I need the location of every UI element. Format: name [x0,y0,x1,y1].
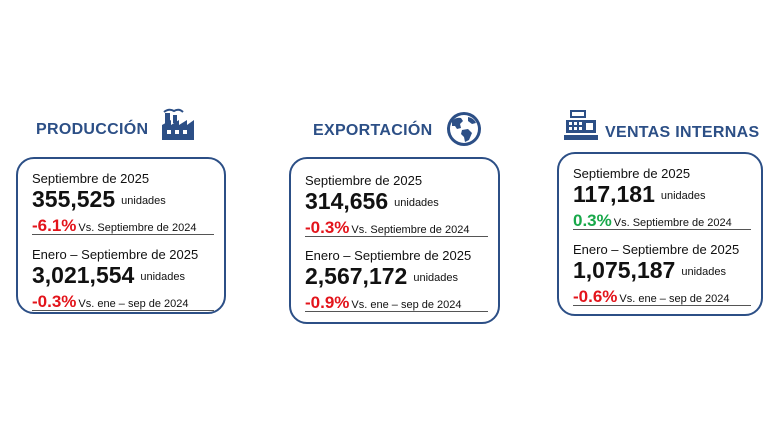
units-value: 1,075,187 [573,257,676,283]
comparison-label: Vs. Septiembre de 2024 [78,222,197,234]
units-label: unidades [121,195,166,207]
units-label: unidades [660,190,706,202]
change-percent: -6.1% [32,216,77,235]
section-title: EXPORTACIÓN [313,122,433,139]
divider [305,311,488,312]
period-label: Enero – Septiembre de 2025 [32,247,199,262]
divider [573,305,751,306]
ytd-block: Enero – Septiembre de 2025 2,567,172 unid… [305,248,488,314]
units-value: 117,181 [573,181,655,207]
change-percent: -0.6% [573,287,618,306]
monthly-block: Septiembre de 2025 355,525 unidades -6.1%… [32,171,214,237]
units-value: 2,567,172 [305,263,408,289]
divider [573,229,751,230]
units-label: unidades [413,272,458,284]
period-label: Enero – Septiembre de 2025 [305,248,472,263]
stats-card: Septiembre de 2025 314,656 unidades -0.3%… [289,157,500,324]
stats-card: Septiembre de 2025 355,525 unidades -6.1%… [16,157,226,314]
period-label: Septiembre de 2025 [573,166,691,181]
comparison-label: Vs. ene – sep de 2024 [619,293,730,305]
units-label: unidades [394,197,439,209]
change-percent: -0.3% [305,218,350,237]
comparison-label: Vs. ene – sep de 2024 [78,298,189,310]
comparison-label: Vs. Septiembre de 2024 [351,224,470,236]
period-label: Septiembre de 2025 [32,171,150,186]
section-title: VENTAS INTERNAS [605,124,760,141]
globe-icon [447,112,481,146]
divider [32,234,214,235]
period-label: Enero – Septiembre de 2025 [573,242,740,257]
stats-card: Septiembre de 2025 117,181 unidades 0.3% V… [557,152,763,316]
ytd-block: Enero – Septiembre de 2025 3,021,554 unid… [32,247,214,313]
units-value: 314,656 [305,188,389,214]
units-value: 355,525 [32,186,116,212]
monthly-block: Septiembre de 2025 314,656 unidades -0.3%… [305,173,488,239]
period-label: Septiembre de 2025 [305,173,423,188]
factory-icon [162,108,194,140]
monthly-block: Septiembre de 2025 117,181 unidades 0.3% V… [573,166,751,232]
units-label: unidades [140,271,185,283]
cash-register-icon [564,110,598,140]
section-title: PRODUCCIÓN [36,121,149,138]
ytd-block: Enero – Septiembre de 2025 1,075,187 unid… [573,242,751,308]
comparison-label: Vs. Septiembre de 2024 [613,217,732,229]
divider [305,236,488,237]
comparison-label: Vs. ene – sep de 2024 [351,299,462,311]
change-percent: -0.9% [305,293,350,312]
divider [32,310,214,311]
units-value: 3,021,554 [32,262,135,288]
units-label: unidades [681,266,726,278]
change-percent: 0.3% [573,211,612,230]
change-percent: -0.3% [32,292,77,311]
